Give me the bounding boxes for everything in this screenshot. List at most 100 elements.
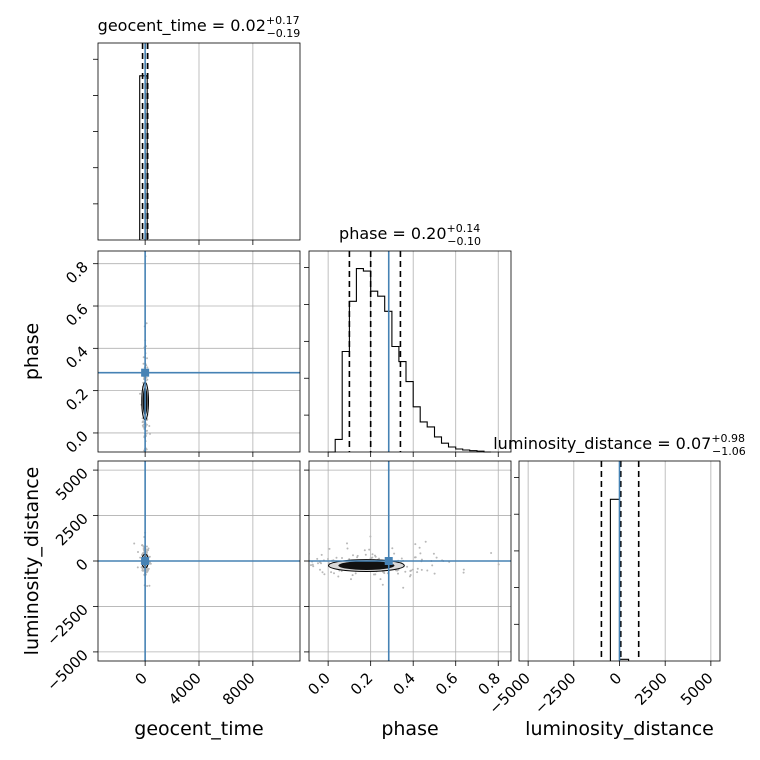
scatter-point (142, 356, 145, 359)
scatter-point (402, 586, 405, 589)
scatter-point (319, 568, 321, 571)
scatter-point (348, 558, 351, 561)
scatter-point (363, 549, 366, 552)
title-upper: +0.17 (266, 14, 300, 27)
scatter-point (142, 362, 145, 365)
x-tick-label-luminosity_distance-3: 2500 (631, 669, 671, 709)
panel-title-geocent_time: geocent_time = 0.02+0.17 −0.19 (98, 14, 301, 40)
scatter-point (145, 322, 148, 325)
scatter-point (146, 378, 149, 381)
scatter-point (462, 571, 465, 574)
y-tick-label-luminosity_distance-2: 0 (72, 555, 91, 574)
scatter-point (371, 553, 374, 556)
scatter-point (374, 555, 377, 558)
scatter-point (346, 542, 348, 545)
scatter-point (368, 548, 371, 551)
scatter-point (145, 423, 148, 426)
scatter-point (391, 547, 394, 550)
scatter-point (330, 571, 333, 574)
x-tick-label-phase-2: 0.4 (389, 669, 419, 699)
scatter-point (411, 568, 414, 571)
scatter-point (354, 572, 357, 575)
title-lower: −0.19 (267, 27, 301, 40)
scatter-point (370, 557, 373, 559)
histogram-phase (328, 268, 491, 453)
scatter-point (139, 392, 141, 395)
scatter-point (148, 555, 151, 558)
scatter-point (346, 547, 349, 550)
title-main: geocent_time = 0.02 (98, 16, 266, 36)
scatter-point (148, 584, 151, 587)
scatter-point (420, 558, 423, 561)
scatter-point (333, 572, 335, 575)
scatter-point (490, 552, 493, 554)
panel-luminosity-distance-vs-phase: 0.0 0.2 0.4 0.6 0.8 (264, 460, 512, 699)
scatter-point (271, 576, 273, 578)
scatter-point (312, 565, 315, 568)
y-tick-label-luminosity_distance-4: 5000 (52, 464, 92, 504)
scatter-point (146, 551, 148, 554)
scatter-point (462, 568, 465, 571)
scatter-point (141, 424, 144, 427)
truth-marker (141, 368, 150, 377)
scatter-point (141, 544, 144, 547)
scatter-point (301, 560, 303, 562)
scatter-point (147, 567, 150, 570)
scatter-point (364, 553, 367, 556)
x-tick-label-phase-0: 0.0 (304, 669, 334, 699)
scatter-point (435, 556, 438, 559)
scatter-point (148, 425, 151, 427)
truth-marker (384, 557, 393, 565)
x-axis-label-phase: phase (381, 718, 438, 740)
scatter-point (424, 540, 427, 543)
x-tick-label-geocent_time-0: 0 (131, 669, 150, 688)
y-tick-label-luminosity_distance-3: 2500 (52, 510, 92, 550)
scatter-point (149, 562, 152, 565)
panel-frame (308, 250, 512, 453)
scatter-point (264, 549, 266, 551)
scatter-point (136, 566, 139, 569)
x-tick-label-geocent_time-1: 4000 (165, 669, 205, 709)
scatter-point (316, 557, 319, 560)
y-tick-label-phase-4: 0.8 (62, 258, 92, 288)
scatter-point (133, 542, 136, 545)
density-core (338, 561, 395, 570)
scatter-point (373, 573, 375, 576)
scatter-point (351, 574, 354, 577)
scatter-point (141, 421, 144, 424)
title-main: luminosity_distance = 0.07 (493, 434, 711, 454)
scatter-point (292, 569, 294, 571)
scatter-point (323, 573, 326, 576)
x-tick-label-luminosity_distance-2: 0 (606, 669, 625, 688)
x-axis-label-geocent_time: geocent_time (134, 718, 263, 740)
panel-title-phase: phase = 0.20+0.14 −0.10 (339, 222, 481, 248)
scatter-point (378, 557, 380, 560)
scatter-point (145, 432, 148, 435)
scatter-point (302, 565, 304, 567)
scatter-point (320, 553, 323, 556)
scatter-point (433, 572, 436, 575)
scatter-point (431, 564, 434, 567)
scatter-point (409, 570, 412, 572)
x-tick-label-phase-3: 0.6 (432, 669, 462, 699)
scatter-point (284, 558, 286, 560)
scatter-point (335, 556, 338, 559)
title-lower: −1.06 (712, 445, 746, 458)
scatter-point (321, 571, 324, 574)
scatter-point (420, 568, 423, 571)
scatter-point (282, 554, 284, 556)
scatter-point (139, 556, 142, 559)
scatter-point (350, 578, 352, 581)
scatter-point (142, 545, 145, 548)
y-tick-label-luminosity_distance-0: −5000 (43, 646, 92, 695)
panel-title-luminosity_distance: luminosity_distance = 0.07+0.98 −1.06 (493, 432, 746, 458)
scatter-point (404, 570, 407, 573)
scatter-point (310, 564, 312, 567)
scatter-point (341, 557, 343, 559)
y-tick-label-phase-0: 0.0 (62, 427, 92, 457)
scatter-point (352, 554, 354, 557)
scatter-point (413, 556, 416, 559)
scatter-point (145, 545, 148, 548)
scatter-point (146, 585, 149, 587)
scatter-point (311, 563, 314, 566)
